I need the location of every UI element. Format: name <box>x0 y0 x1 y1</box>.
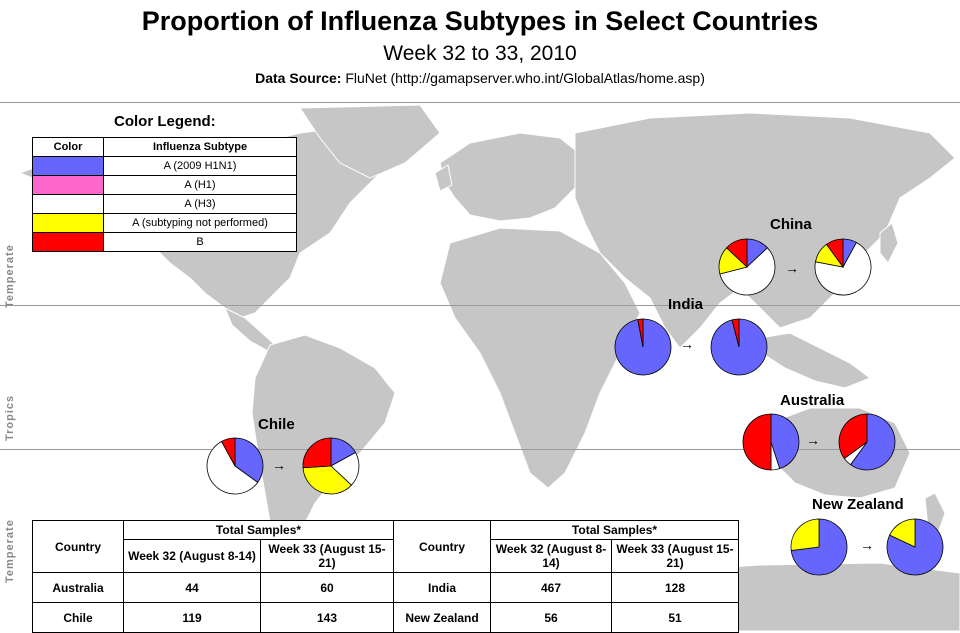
pie-slice <box>814 241 872 296</box>
zone-line-lower <box>0 449 960 450</box>
label-china: China <box>770 216 812 233</box>
pie-new-zealand-week32 <box>790 518 848 576</box>
arrow-australia: → <box>806 432 820 448</box>
arrow-new-zealand: → <box>860 537 874 553</box>
legend-swatch <box>32 175 104 195</box>
pie-chile-week33 <box>302 437 360 495</box>
pie-slice <box>889 518 916 548</box>
pie-slice <box>302 437 332 469</box>
legend-swatch <box>32 232 104 252</box>
table-cell: Australia <box>32 572 124 603</box>
col-country-left: Country <box>32 520 124 573</box>
arrow-china: → <box>785 260 799 276</box>
pie-new-zealand-week33 <box>886 518 944 576</box>
legend-label: A (subtyping not performed) <box>103 213 297 233</box>
legend-label: A (H3) <box>103 194 297 214</box>
page-subtitle: Week 32 to 33, 2010 <box>383 42 577 65</box>
legend-label: A (H1) <box>103 175 297 195</box>
asia-shape <box>574 112 956 349</box>
legend-col-subtype: Influenza Subtype <box>103 137 297 157</box>
pie-slice <box>220 437 236 467</box>
label-india: India <box>668 296 704 313</box>
samples-table: Country Total Samples* Country Total Sam… <box>32 520 739 633</box>
legend-label: B <box>103 232 297 252</box>
legend-title: Color Legend: <box>114 113 216 130</box>
pie-slice <box>742 413 772 471</box>
pie-slice <box>719 247 776 296</box>
pie-slice <box>790 518 820 551</box>
col-total-right: Total Samples* <box>490 520 739 540</box>
col-week32-left: Week 32 (August 8-14) <box>123 539 261 573</box>
pie-slice <box>637 318 644 348</box>
table-cell: 56 <box>490 602 612 633</box>
color-legend: Color Influenza Subtype A (2009 H1N1) A … <box>32 137 297 252</box>
table-cell: 128 <box>611 572 739 603</box>
data-source-label: Data Source: <box>255 70 342 86</box>
legend-swatch <box>32 213 104 233</box>
arrow-chile: → <box>272 457 286 473</box>
col-total-left: Total Samples* <box>123 520 394 540</box>
africa-shape <box>439 227 641 489</box>
japan-shape <box>879 222 899 264</box>
legend-label: A (2009 H1N1) <box>103 156 297 176</box>
pie-australia-week33 <box>838 413 896 471</box>
zone-label-temperate-bottom: Temperate <box>4 519 16 583</box>
pie-slice <box>731 318 740 348</box>
table-cell: 44 <box>123 572 261 603</box>
pie-slice <box>726 238 748 268</box>
data-source: Data Source: FluNet (http://gamapserver.… <box>0 70 960 86</box>
pie-india-week33 <box>710 318 768 376</box>
southeast-asia-shape <box>759 332 872 389</box>
europe-shape <box>439 132 586 222</box>
table-cell: 119 <box>123 602 261 633</box>
label-new-zealand: New Zealand <box>812 496 904 513</box>
zone-label-temperate-top: Temperate <box>4 244 16 308</box>
table-cell: New Zealand <box>393 602 491 633</box>
pie-slice <box>838 413 868 460</box>
pie-slice <box>206 440 259 495</box>
col-country-right: Country <box>393 520 491 573</box>
col-week33-left: Week 33 (August 15-21) <box>260 539 394 573</box>
label-chile: Chile <box>258 416 295 433</box>
table-cell: 143 <box>260 602 394 633</box>
data-source-text: FluNet (http://gamapserver.who.int/Globa… <box>345 70 705 86</box>
uk-shape <box>434 164 453 192</box>
pie-china-week33 <box>814 238 872 296</box>
pie-slice <box>849 413 896 471</box>
col-week32-right: Week 32 (August 8-14) <box>490 539 612 573</box>
label-australia: Australia <box>780 392 845 409</box>
greenland-shape <box>299 104 441 179</box>
zone-label-tropics: Tropics <box>4 394 16 441</box>
pie-slice <box>770 413 800 470</box>
pie-slice <box>234 437 264 484</box>
legend-swatch <box>32 194 104 214</box>
page-title: Proportion of Influenza Subtypes in Sele… <box>141 6 819 36</box>
table-cell: 51 <box>611 602 739 633</box>
pie-chile-week32 <box>206 437 264 495</box>
col-week33-right: Week 33 (August 15-21) <box>611 539 739 573</box>
pie-slice <box>825 238 844 269</box>
legend-swatch <box>32 156 104 176</box>
legend-col-color: Color <box>32 137 104 157</box>
pie-india-week32 <box>614 318 672 376</box>
table-cell: Chile <box>32 602 124 633</box>
pie-slice <box>302 465 352 495</box>
zone-line-upper <box>0 305 960 306</box>
pie-china-week32 <box>718 238 776 296</box>
pie-australia-week32 <box>742 413 800 471</box>
table-cell: India <box>393 572 491 603</box>
table-cell: 467 <box>490 572 612 603</box>
table-cell: 60 <box>260 572 394 603</box>
arrow-india: → <box>680 336 694 352</box>
